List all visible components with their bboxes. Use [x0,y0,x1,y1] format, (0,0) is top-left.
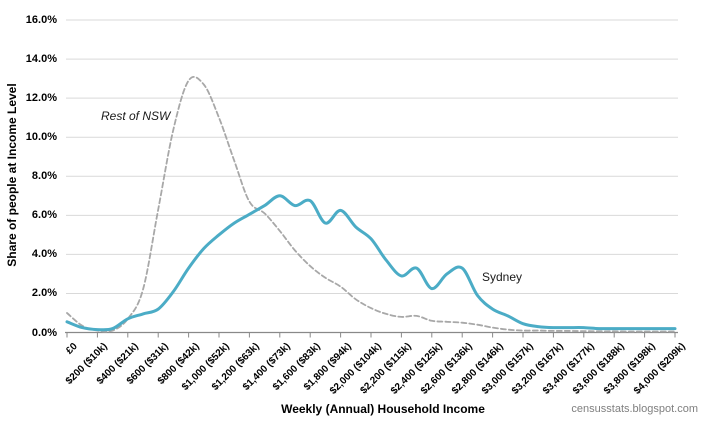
y-tick-label: 16.0% [25,14,57,27]
y-axis-title: Share of people at Income Level [5,83,19,267]
y-tick-label: 8.0% [31,170,57,183]
y-tick-label: 0.0% [31,326,57,339]
x-axis-title: Weekly (Annual) Household Income [281,402,485,416]
rest-of-nsw-line [66,76,676,333]
series-label-sydney: Sydney [482,270,523,284]
y-tick-label: 6.0% [31,209,57,222]
y-tick-label: 2.0% [31,287,57,300]
y-tick-label: 4.0% [31,248,57,261]
y-tick-label: 12.0% [25,92,57,105]
series-label-rest-of-nsw: Rest of NSW [101,109,171,123]
y-tick-label: 14.0% [25,53,57,66]
y-tick-label: 10.0% [25,131,57,144]
sydney-line [65,194,677,332]
credit-watermark: censusstats.blogspot.com [571,403,698,415]
